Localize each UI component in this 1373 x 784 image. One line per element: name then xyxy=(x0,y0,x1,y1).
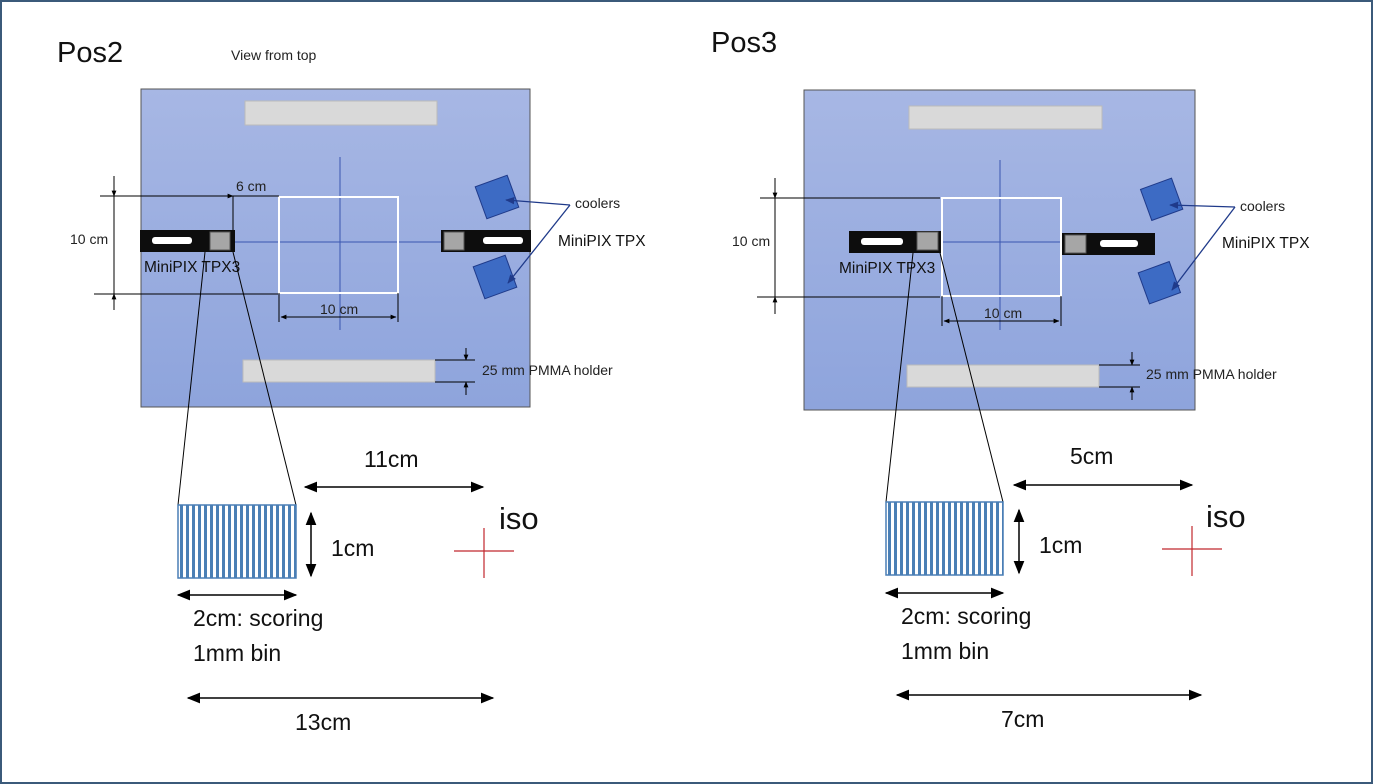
field-square xyxy=(941,197,1062,297)
coolers-label: coolers xyxy=(1240,198,1285,214)
iso-label: iso xyxy=(499,501,539,536)
zoom-line-right xyxy=(232,251,297,506)
sensor-stripes xyxy=(885,501,1004,576)
top-holder-bar xyxy=(908,105,1103,130)
cooler-top xyxy=(474,174,520,220)
height-label: 1cm xyxy=(1039,532,1082,558)
detector-tpx xyxy=(441,230,531,252)
dim-10cm-bottom: 10 cm xyxy=(984,305,1022,321)
tpx-label: MiniPIX TPX xyxy=(558,233,646,250)
dim-6cm: 6 cm xyxy=(236,178,266,194)
detector-tpx xyxy=(1062,233,1155,255)
cooler-top xyxy=(1139,177,1184,222)
panel-pos3: Pos3 coolers MiniPIX TPX MiniPIX TPX3 xyxy=(711,27,1310,732)
detector-tpx3 xyxy=(849,231,941,253)
scoring-line1: 2cm: scoring xyxy=(193,605,323,631)
detector-tpx3 xyxy=(140,230,235,252)
cooler-arrow-bottom xyxy=(507,204,571,284)
iso-distance-label: 11cm xyxy=(364,446,419,472)
dim-10cm-bottom: 10 cm xyxy=(320,301,358,317)
dim-10cm-left: 10 cm xyxy=(732,233,770,249)
zoom-line-right xyxy=(939,252,1004,503)
panel-title: Pos3 xyxy=(711,27,777,59)
iso-distance-label: 5cm xyxy=(1070,443,1113,469)
total-distance-label: 7cm xyxy=(1001,706,1044,732)
view-label: View from top xyxy=(231,47,317,63)
dim-10cm-left: 10 cm xyxy=(70,231,108,247)
panel-pos2: Pos2 View from top coolers MiniPIX TPX M… xyxy=(57,37,646,735)
cooler-arrow-top xyxy=(1169,201,1236,209)
cooler-bottom xyxy=(1137,260,1182,305)
scoring-line1: 2cm: scoring xyxy=(901,603,1031,629)
zoom-line-left xyxy=(177,251,206,506)
cooler-bottom xyxy=(472,254,518,300)
cooler-arrow-bottom xyxy=(1171,206,1236,291)
scoring-line2: 1mm bin xyxy=(901,638,989,664)
holder-label: 25 mm PMMA holder xyxy=(482,362,613,378)
panel-title: Pos2 xyxy=(57,37,123,69)
sensor-stripes xyxy=(177,504,297,579)
top-holder-bar xyxy=(244,100,438,126)
scoring-line2: 1mm bin xyxy=(193,640,281,666)
tpx3-label: MiniPIX TPX3 xyxy=(144,259,240,276)
total-distance-label: 13cm xyxy=(295,709,351,735)
pmma-holder xyxy=(242,359,436,383)
iso-label: iso xyxy=(1206,499,1246,534)
height-label: 1cm xyxy=(331,535,374,561)
coolers-label: coolers xyxy=(575,195,620,211)
field-square xyxy=(278,196,399,294)
holder-label: 25 mm PMMA holder xyxy=(1146,366,1277,382)
tpx-label: MiniPIX TPX xyxy=(1222,235,1310,252)
cooler-arrow-top xyxy=(505,197,571,206)
pmma-holder xyxy=(906,364,1100,388)
zoom-line-left xyxy=(885,252,914,503)
tpx3-label: MiniPIX TPX3 xyxy=(839,260,935,277)
